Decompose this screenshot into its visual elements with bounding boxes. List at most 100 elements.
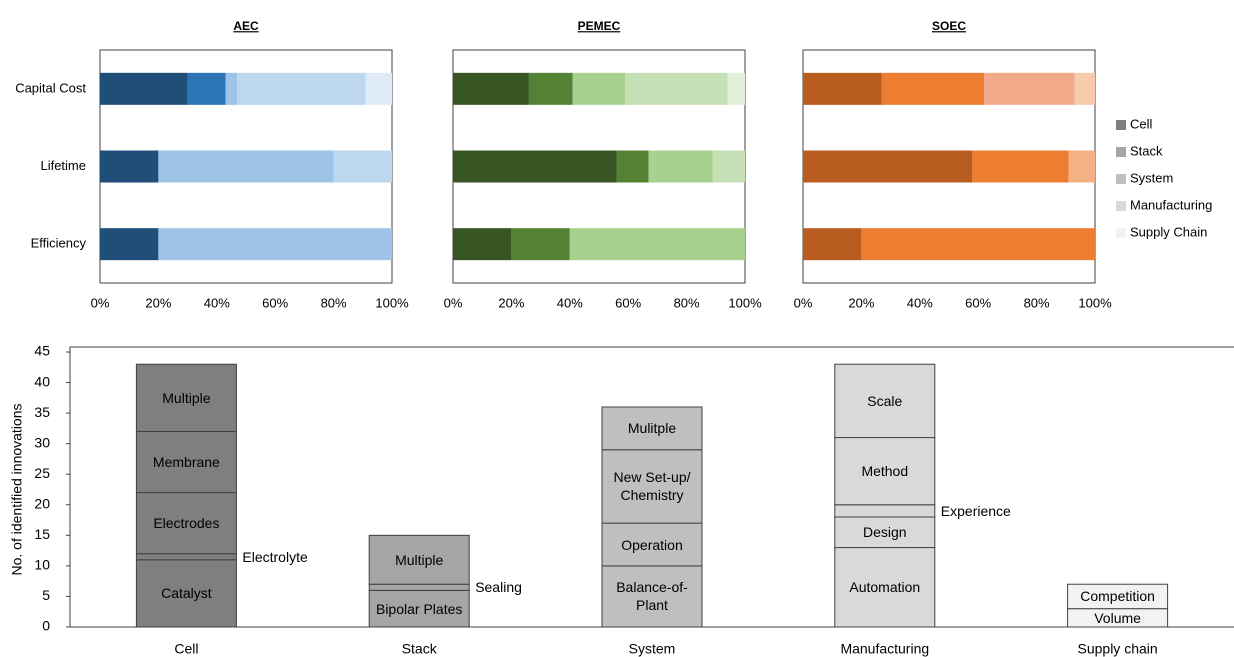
x-tick-label: 20%: [848, 295, 874, 310]
bar-segment: [984, 72, 1075, 105]
bar-segment: [368, 534, 470, 585]
x-tick-label: 40%: [557, 295, 583, 310]
segment-label: New Set-up/ Chemistry: [613, 469, 691, 504]
x-tick-label: Cell: [174, 641, 198, 657]
bar-segment: [237, 72, 366, 105]
bar-segment: [648, 150, 713, 183]
legend-swatch: [1116, 201, 1126, 211]
bar-segment: [803, 228, 862, 261]
bar-segment: [135, 363, 237, 432]
bar-segment: [569, 228, 745, 261]
bar-segment: [834, 516, 936, 549]
x-tick-label: System: [629, 641, 676, 657]
bar-segment: [803, 72, 882, 105]
segment-label: Design: [863, 524, 907, 541]
legend-swatch: [1116, 174, 1126, 184]
legend-label: Stack: [1130, 143, 1163, 158]
y-tick-label: 0: [42, 618, 50, 634]
legend-label: Supply Chain: [1130, 224, 1207, 239]
bar-segment: [453, 72, 529, 105]
segment-label: Automation: [849, 579, 921, 596]
x-tick-label: 60%: [965, 295, 991, 310]
chart-title: AEC: [233, 19, 259, 33]
legend-swatch: [1116, 147, 1126, 157]
x-tick-label: 80%: [1024, 295, 1050, 310]
x-tick-label: 0%: [444, 295, 463, 310]
x-tick-label: 40%: [907, 295, 933, 310]
segment-label: Sealing: [475, 579, 522, 596]
segment-label: Experience: [940, 502, 1011, 519]
bar-segment: [972, 150, 1069, 183]
x-tick-label: 100%: [728, 295, 762, 310]
bar-segment: [572, 72, 626, 105]
bar-segment: [625, 72, 728, 105]
bar-segment: [601, 522, 703, 567]
y-tick-label: 45: [34, 343, 50, 359]
bar-segment: [834, 437, 936, 506]
bar-segment: [368, 589, 470, 628]
legend-swatch: [1116, 228, 1126, 238]
x-tick-label: 0%: [91, 295, 110, 310]
x-tick-label: Supply chain: [1078, 641, 1158, 657]
x-tick-label: 100%: [375, 295, 409, 310]
segment-label: Method: [861, 463, 909, 480]
y-tick-label: 10: [34, 557, 50, 573]
bar-segment: [601, 449, 703, 524]
bar-segment: [1074, 72, 1095, 105]
segment-label: Multiple: [395, 551, 444, 568]
x-tick-label: 0%: [794, 295, 813, 310]
bar-segment: [453, 228, 512, 261]
segment-label: Bipolar Plates: [375, 600, 463, 617]
bar-segment: [187, 72, 226, 105]
bar-segment: [158, 150, 334, 183]
bar-segment: [135, 559, 237, 628]
segment-label: Volume: [1094, 609, 1141, 626]
bar-segment: [135, 430, 237, 494]
segment-label: Operation: [621, 536, 683, 553]
bar-segment: [834, 504, 936, 518]
bar-segment: [834, 363, 936, 439]
legend-label: Cell: [1130, 116, 1153, 131]
bar-segment: [528, 72, 573, 105]
y-tick-label: 35: [34, 404, 50, 420]
bar-segment: [100, 228, 159, 261]
legend-label: System: [1130, 170, 1173, 185]
bar-segment: [1068, 150, 1095, 183]
x-tick-label: 60%: [262, 295, 288, 310]
x-tick-label: 20%: [498, 295, 524, 310]
bar-segment: [881, 72, 985, 105]
x-tick-label: 80%: [674, 295, 700, 310]
y-tick-label: 5: [42, 587, 50, 603]
x-tick-label: Stack: [402, 641, 438, 657]
y-tick-label: 20: [34, 495, 50, 511]
x-tick-label: Manufacturing: [840, 641, 929, 657]
x-tick-label: 40%: [204, 295, 230, 310]
bar-segment: [803, 150, 973, 183]
segment-label: Catalyst: [161, 585, 212, 602]
bar-segment: [511, 228, 570, 261]
segment-label: Multiple: [162, 389, 211, 406]
bar-segment: [712, 150, 745, 183]
chart-title: SOEC: [932, 19, 966, 33]
segment-label: Membrane: [152, 454, 220, 470]
bar-segment: [453, 150, 617, 183]
y-tick-label: Efficiency: [31, 236, 87, 251]
y-tick-label: 15: [34, 526, 50, 542]
bar-segment: [1067, 583, 1169, 610]
bar-segment: [135, 553, 237, 561]
bar-segment: [225, 72, 238, 105]
segment-label: Electrolyte: [242, 548, 308, 565]
bar-segment: [616, 150, 649, 183]
bar-segment: [601, 406, 703, 451]
bar-segment: [100, 150, 159, 183]
segment-label: Competition: [1080, 588, 1155, 605]
bar-segment: [365, 72, 392, 105]
y-tick-label: Lifetime: [40, 158, 86, 173]
bar-segment: [368, 583, 470, 591]
bar-segment: [333, 150, 392, 183]
bar-segment: [100, 72, 188, 105]
y-tick-label: 30: [34, 434, 50, 450]
segment-label: Balance-of-Plant: [616, 579, 688, 614]
